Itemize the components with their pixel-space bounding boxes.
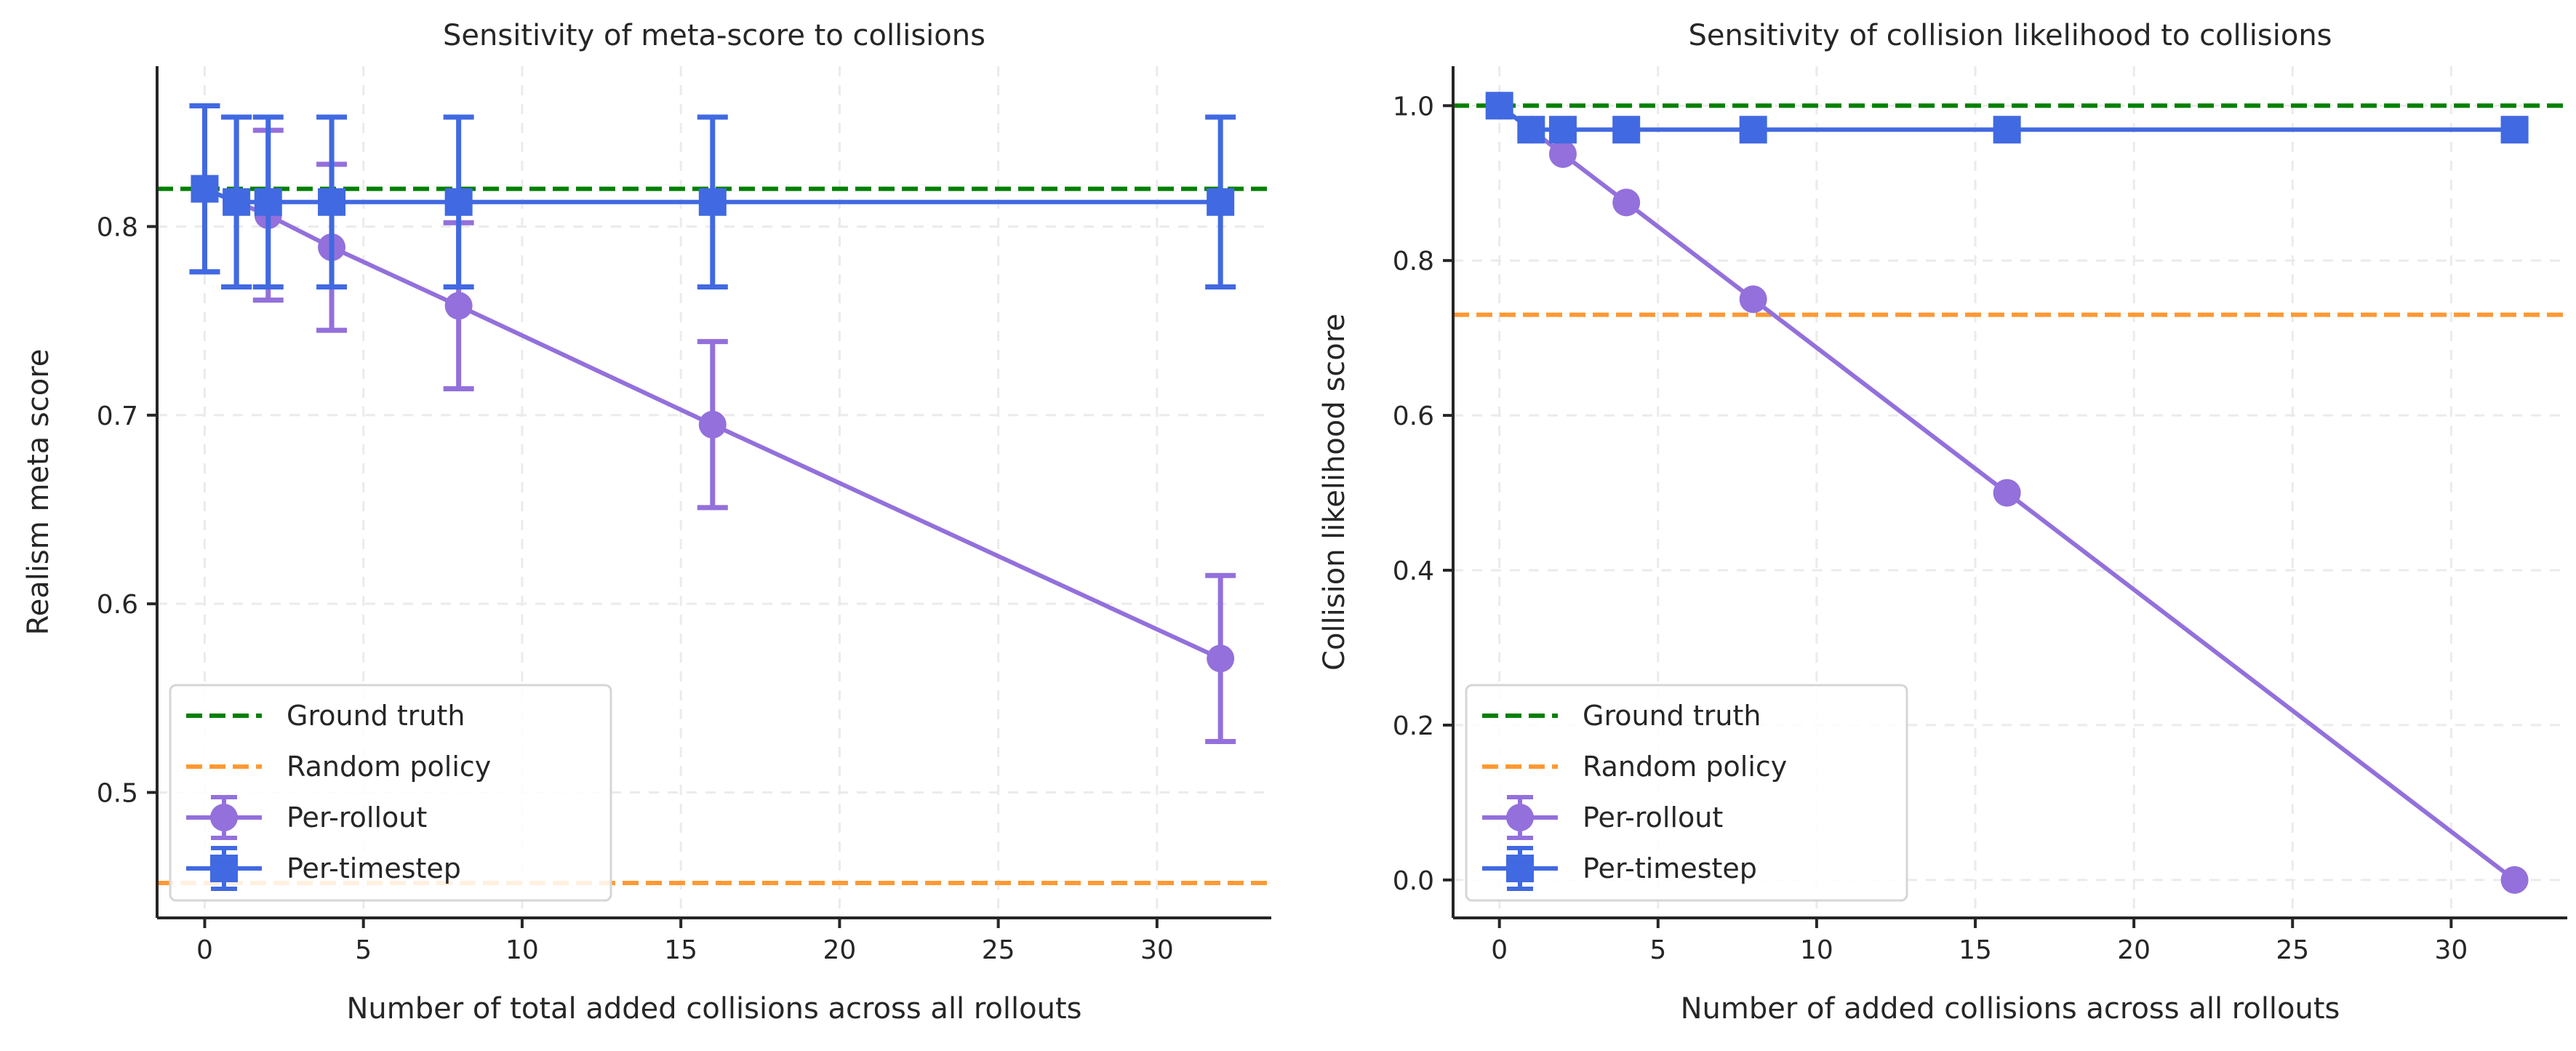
y-tick-label: 0.8	[97, 212, 138, 242]
legend-label: Per-rollout	[287, 802, 427, 834]
data-point	[1612, 116, 1641, 144]
data-point	[2500, 866, 2529, 894]
data-point	[698, 410, 727, 439]
legend-label: Random policy	[287, 751, 491, 783]
data-point	[2500, 116, 2529, 144]
legend-circle-marker-icon	[210, 804, 238, 831]
y-tick-label: 1.0	[1393, 92, 1434, 121]
legend: Ground truth Random policy Per-rollout Per-…	[169, 684, 612, 902]
legend-item: Ground truth	[186, 700, 465, 732]
data-point	[1548, 116, 1577, 144]
chart-2: 0 5 10 15 20 25 30 0.0 0.2 0.4 0.6 0.8 1.0 Sensitivit…	[1318, 19, 2567, 1026]
x-tick-label: 5	[355, 935, 372, 965]
y-axis-label: Realism meta score	[22, 349, 55, 636]
legend-item: Per-rollout	[186, 795, 427, 840]
legend-circle-marker-icon	[1506, 804, 1534, 831]
legend-square-marker-icon	[1506, 855, 1534, 882]
series-per-timestep	[189, 103, 1236, 289]
x-tick-label: 20	[823, 935, 856, 965]
y-tick-label: 0.7	[97, 401, 138, 431]
data-point	[223, 188, 251, 216]
chart-title: Sensitivity of meta-score to collisions	[443, 19, 985, 52]
data-point	[1207, 188, 1235, 216]
legend-item: Random policy	[186, 751, 491, 783]
legend-square-marker-icon	[210, 855, 238, 882]
x-tick-label: 25	[2276, 935, 2309, 965]
series-per-timestep	[1485, 92, 2529, 144]
y-tick-label: 0.0	[1393, 866, 1434, 896]
legend-item: Random policy	[1482, 751, 1787, 783]
data-point	[1207, 644, 1235, 673]
data-point	[1993, 479, 2021, 507]
y-tick-label: 0.2	[1393, 711, 1434, 741]
x-tick-label: 5	[1649, 935, 1666, 965]
y-axis-label: Collision likelihood score	[1318, 313, 1351, 671]
legend-label: Per-timestep	[287, 852, 461, 884]
x-tick-label: 0	[1491, 935, 1508, 965]
y-tick-label: 0.4	[1393, 556, 1434, 586]
data-point	[1612, 188, 1641, 217]
data-point	[318, 188, 346, 216]
data-point	[1739, 116, 1767, 144]
legend-label: Ground truth	[1583, 700, 1761, 732]
x-tick-label: 30	[1140, 935, 1174, 965]
legend-item: Ground truth	[1482, 700, 1761, 732]
x-axis-label: Number of total added collisions across …	[347, 992, 1082, 1026]
data-point	[191, 175, 219, 203]
data-point	[444, 188, 473, 216]
legend-item: Per-timestep	[1482, 846, 1757, 891]
legend-label: Ground truth	[287, 700, 465, 732]
x-tick-label: 15	[1959, 935, 1992, 965]
legend-label: Per-timestep	[1583, 852, 1757, 884]
x-tick-label: 15	[664, 935, 697, 965]
x-axis-label: Number of added collisions across all ro…	[1681, 992, 2340, 1026]
x-tick-label: 0	[196, 935, 213, 965]
legend-item: Per-timestep	[186, 846, 461, 891]
legend-label: Per-rollout	[1583, 802, 1723, 834]
x-tick-label: 10	[1800, 935, 1833, 965]
data-point	[1993, 116, 2021, 144]
data-point	[444, 292, 473, 320]
data-point	[1739, 285, 1767, 313]
chart-title: Sensitivity of collision likelihood to c…	[1688, 19, 2332, 52]
x-tick-label: 10	[505, 935, 539, 965]
data-point	[1548, 140, 1577, 168]
y-tick-label: 0.6	[1393, 401, 1434, 431]
data-point	[1485, 92, 1513, 120]
y-tick-label: 0.8	[1393, 247, 1434, 276]
legend-label: Random policy	[1583, 751, 1787, 783]
legend-frame	[169, 684, 612, 902]
chart-1: 0 5 10 15 20 25 30 0.5 0.6 0.7 0.8 Sensitivity of m…	[22, 19, 1271, 1026]
legend: Ground truth Random policy Per-rollout Per-…	[1465, 684, 1908, 902]
x-tick-label: 20	[2117, 935, 2151, 965]
x-tick-label: 25	[982, 935, 1015, 965]
y-tick-label: 0.6	[97, 590, 138, 620]
x-tick-label: 30	[2434, 935, 2468, 965]
data-point	[254, 188, 282, 216]
data-point	[1517, 116, 1545, 144]
y-tick-label: 0.5	[97, 779, 138, 809]
legend-frame	[1465, 684, 1908, 902]
legend-item: Per-rollout	[1482, 795, 1723, 840]
data-point	[698, 188, 727, 216]
